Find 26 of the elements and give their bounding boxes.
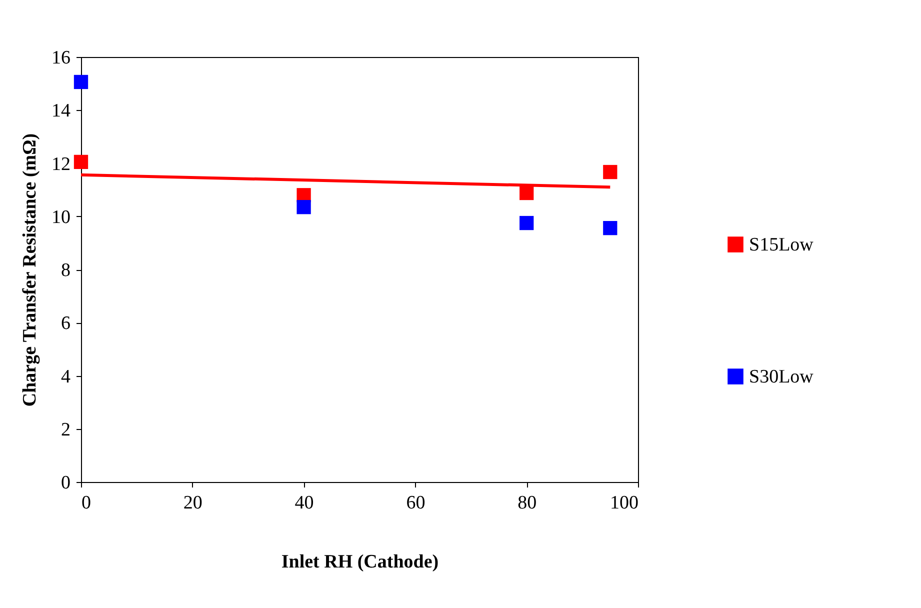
y-tick-label: 0 xyxy=(61,472,70,494)
x-tick-label: 80 xyxy=(518,492,537,514)
x-tick-label: 100 xyxy=(610,492,638,514)
point xyxy=(603,164,618,180)
x-axis-title: Inlet RH (Cathode) xyxy=(281,552,439,572)
x-tick-label: 20 xyxy=(183,492,202,514)
y-tick-label: 4 xyxy=(61,366,71,388)
y-tick-label: 14 xyxy=(52,100,71,122)
point xyxy=(603,220,618,236)
x-tick-label: 0 xyxy=(82,492,91,514)
x-tick-label: 40 xyxy=(294,492,314,514)
y-tick-label: 12 xyxy=(52,154,70,175)
point xyxy=(520,216,534,230)
point xyxy=(74,74,88,90)
point xyxy=(296,200,311,214)
legend-label: S15Low xyxy=(749,234,814,256)
y-tick-label: 16 xyxy=(52,48,70,68)
y-axis-title: Charge Transfer Resistance (mΩ) xyxy=(20,133,40,407)
point xyxy=(520,186,534,200)
y-tick-label: 6 xyxy=(61,313,70,334)
y-tick-label: 10 xyxy=(52,206,70,228)
y-tick-label: 2 xyxy=(61,419,70,440)
point xyxy=(74,154,88,169)
legend-label: S30Low xyxy=(749,366,814,388)
x-tick-label: 60 xyxy=(406,492,426,514)
y-tick-label: 8 xyxy=(61,260,70,281)
